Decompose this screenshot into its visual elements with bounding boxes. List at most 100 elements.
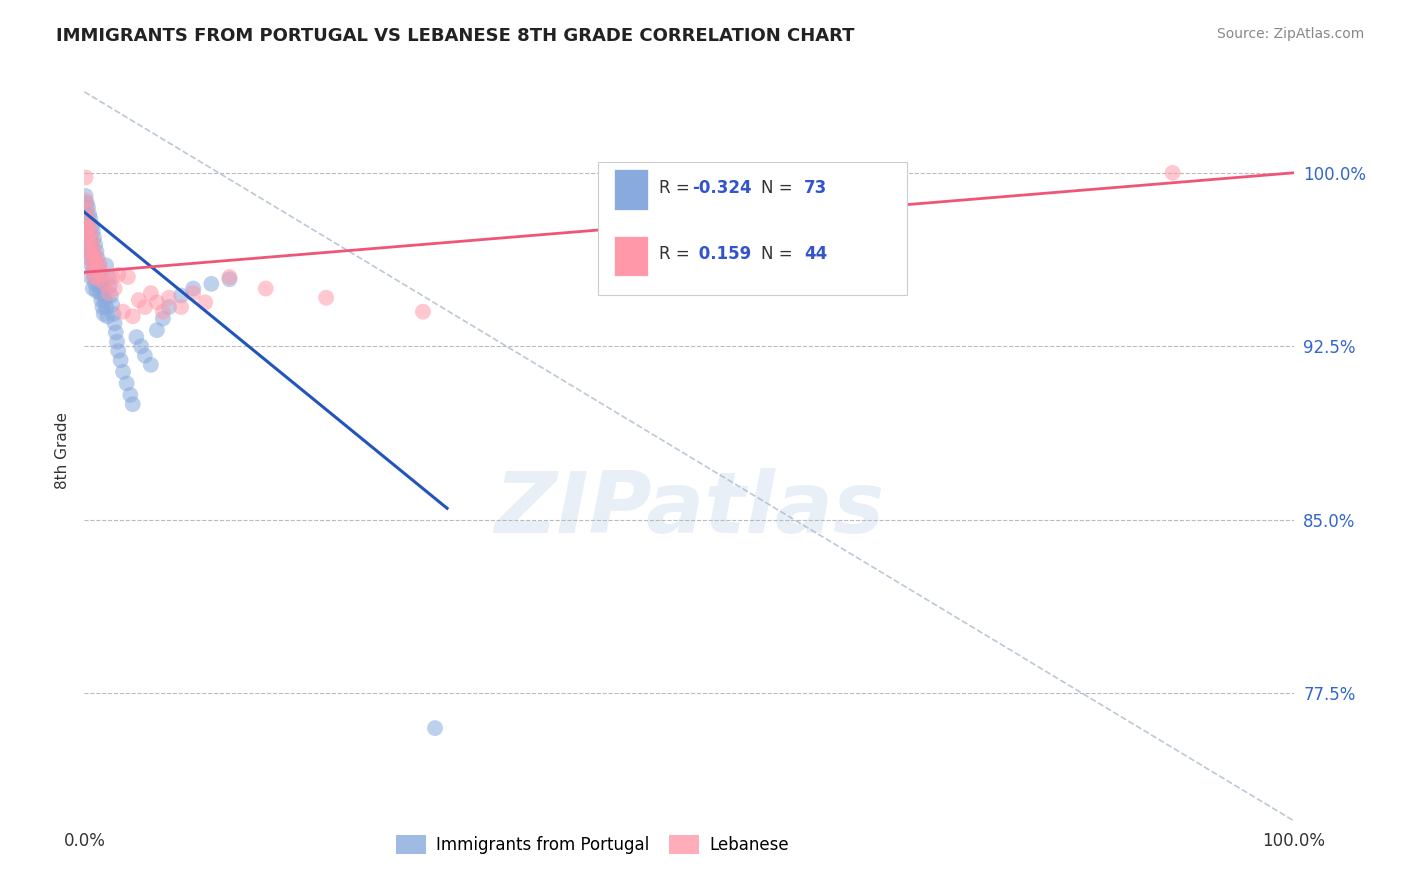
Text: Source: ZipAtlas.com: Source: ZipAtlas.com <box>1216 27 1364 41</box>
Point <box>83 230 105 244</box>
Point <box>75 170 97 185</box>
Point <box>76 195 98 210</box>
Point <box>105 334 128 349</box>
Point <box>1161 166 1184 180</box>
Point <box>146 295 169 310</box>
Point <box>86 252 108 266</box>
Point <box>139 358 162 372</box>
Legend: Immigrants from Portugal, Lebanese: Immigrants from Portugal, Lebanese <box>389 828 796 861</box>
Point <box>91 268 114 282</box>
Point <box>86 284 108 298</box>
Point <box>170 300 193 314</box>
Point <box>79 269 101 284</box>
Point <box>104 316 127 330</box>
Point <box>315 291 337 305</box>
Point <box>86 263 108 277</box>
Y-axis label: 8th Grade: 8th Grade <box>55 412 70 489</box>
Point <box>94 259 117 273</box>
Point <box>86 269 108 284</box>
Point <box>94 300 117 314</box>
Point <box>110 353 132 368</box>
Point <box>91 279 114 293</box>
Point <box>93 286 115 301</box>
Point <box>77 201 100 215</box>
Point <box>79 212 101 227</box>
Point <box>101 269 124 284</box>
Point <box>77 224 100 238</box>
Point <box>96 310 118 324</box>
Point <box>80 240 103 254</box>
Point <box>157 291 180 305</box>
Point <box>84 277 107 291</box>
Point <box>103 307 125 321</box>
Text: R =: R = <box>659 178 695 196</box>
Point <box>82 263 104 277</box>
Point <box>82 244 104 259</box>
Point <box>76 202 98 217</box>
Point <box>82 224 104 238</box>
Point <box>181 281 204 295</box>
Point <box>423 721 446 735</box>
Point <box>83 269 105 284</box>
Point <box>218 272 240 286</box>
Point <box>412 304 434 318</box>
Point <box>181 286 204 301</box>
Text: N =: N = <box>762 245 793 263</box>
Point <box>77 240 100 254</box>
Point <box>89 286 111 301</box>
Point <box>79 247 101 261</box>
Point <box>86 265 108 279</box>
Point <box>93 307 115 321</box>
FancyBboxPatch shape <box>614 169 648 210</box>
Point <box>83 247 105 261</box>
Point <box>104 281 127 295</box>
Point <box>104 326 127 340</box>
Point <box>84 259 107 273</box>
Text: R =: R = <box>659 245 695 263</box>
Point <box>86 252 108 266</box>
Point <box>90 272 112 286</box>
Point <box>152 304 174 318</box>
Point <box>80 233 103 247</box>
Point <box>129 339 152 353</box>
Point <box>83 252 105 266</box>
Point <box>82 263 104 277</box>
Point <box>76 221 98 235</box>
Point <box>115 376 138 391</box>
Point <box>79 233 101 247</box>
Point <box>157 300 180 314</box>
Point <box>97 269 120 284</box>
FancyBboxPatch shape <box>599 161 907 295</box>
Point <box>82 240 104 254</box>
Point <box>75 189 97 203</box>
Point <box>89 265 111 279</box>
Point <box>97 286 120 301</box>
Point <box>79 226 101 240</box>
Point <box>121 397 143 411</box>
Point <box>112 365 135 379</box>
Point <box>120 388 142 402</box>
Text: 73: 73 <box>804 178 827 196</box>
Point <box>80 253 103 268</box>
Point <box>134 349 156 363</box>
Text: -0.324: -0.324 <box>693 178 752 196</box>
Point <box>117 269 139 284</box>
FancyBboxPatch shape <box>614 235 648 277</box>
Text: N =: N = <box>762 178 793 196</box>
Text: 0.159: 0.159 <box>693 245 751 263</box>
Point <box>100 288 122 302</box>
Point <box>75 194 97 208</box>
Point <box>77 247 100 261</box>
Point <box>107 343 129 358</box>
Point <box>200 277 222 291</box>
Point <box>121 310 143 324</box>
Point <box>77 212 100 227</box>
Point <box>77 230 100 244</box>
Point <box>134 300 156 314</box>
Point <box>194 295 217 310</box>
Point <box>146 323 169 337</box>
Point <box>87 279 110 293</box>
Point <box>90 293 112 307</box>
Point <box>254 281 277 295</box>
Point <box>101 298 124 312</box>
